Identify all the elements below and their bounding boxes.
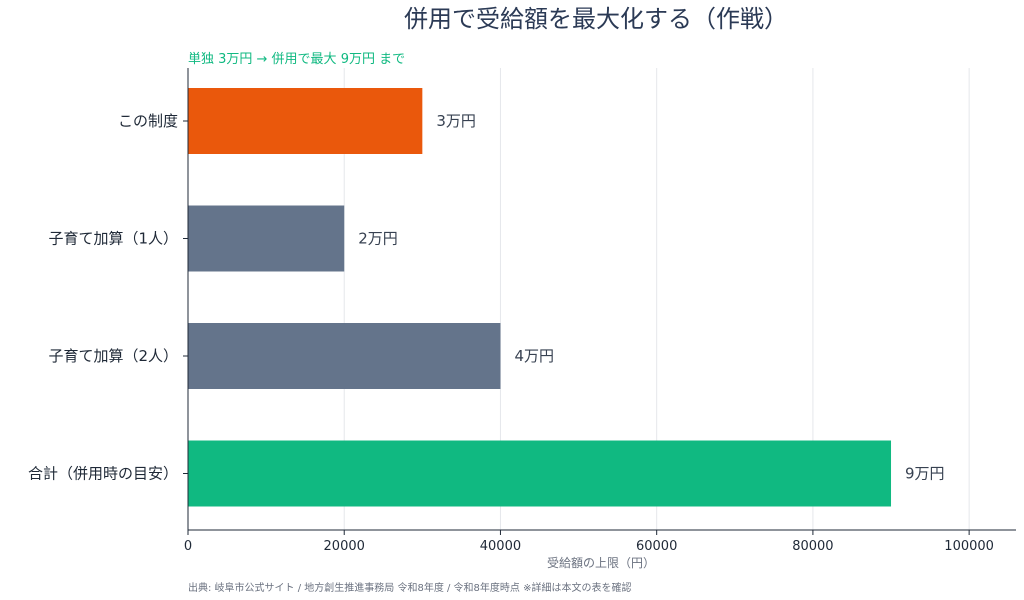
axes <box>183 68 1016 531</box>
x-tick-label: 60000 <box>636 539 677 554</box>
chart-subtitle: 単独 3万円 → 併用で最大 9万円 まで <box>188 51 405 67</box>
category-label: この制度 <box>118 112 178 130</box>
bar <box>188 205 345 272</box>
category-label: 子育て加算（2人） <box>48 347 178 365</box>
bar <box>188 323 501 389</box>
x-axis-label: 受給額の上限（円） <box>547 556 655 570</box>
x-tick-label: 0 <box>184 539 192 554</box>
category-label: 子育て加算（1人） <box>48 230 178 248</box>
value-label: 4万円 <box>514 347 554 365</box>
x-tick-label: 80000 <box>792 539 833 554</box>
category-label: 合計（併用時の目安） <box>28 465 178 483</box>
value-label: 3万円 <box>436 112 476 130</box>
bar <box>188 440 892 507</box>
bar <box>188 88 423 154</box>
value-labels: 3万円 2万円 4万円 9万円 <box>358 112 944 483</box>
source-note: 出典: 岐阜市公式サイト / 地方創生推進事務局 令和8年度 / 令和8年度時点… <box>188 581 631 594</box>
value-label: 9万円 <box>905 465 945 483</box>
value-label: 2万円 <box>358 230 398 248</box>
x-tick-label: 100000 <box>944 539 994 554</box>
bars <box>188 88 892 507</box>
chart-title: 併用で受給額を最大化する（作戦） <box>404 5 788 33</box>
x-tick-label: 20000 <box>324 539 365 554</box>
x-ticks: 0 20000 40000 60000 80000 100000 <box>184 530 994 554</box>
x-tick-label: 40000 <box>480 539 521 554</box>
